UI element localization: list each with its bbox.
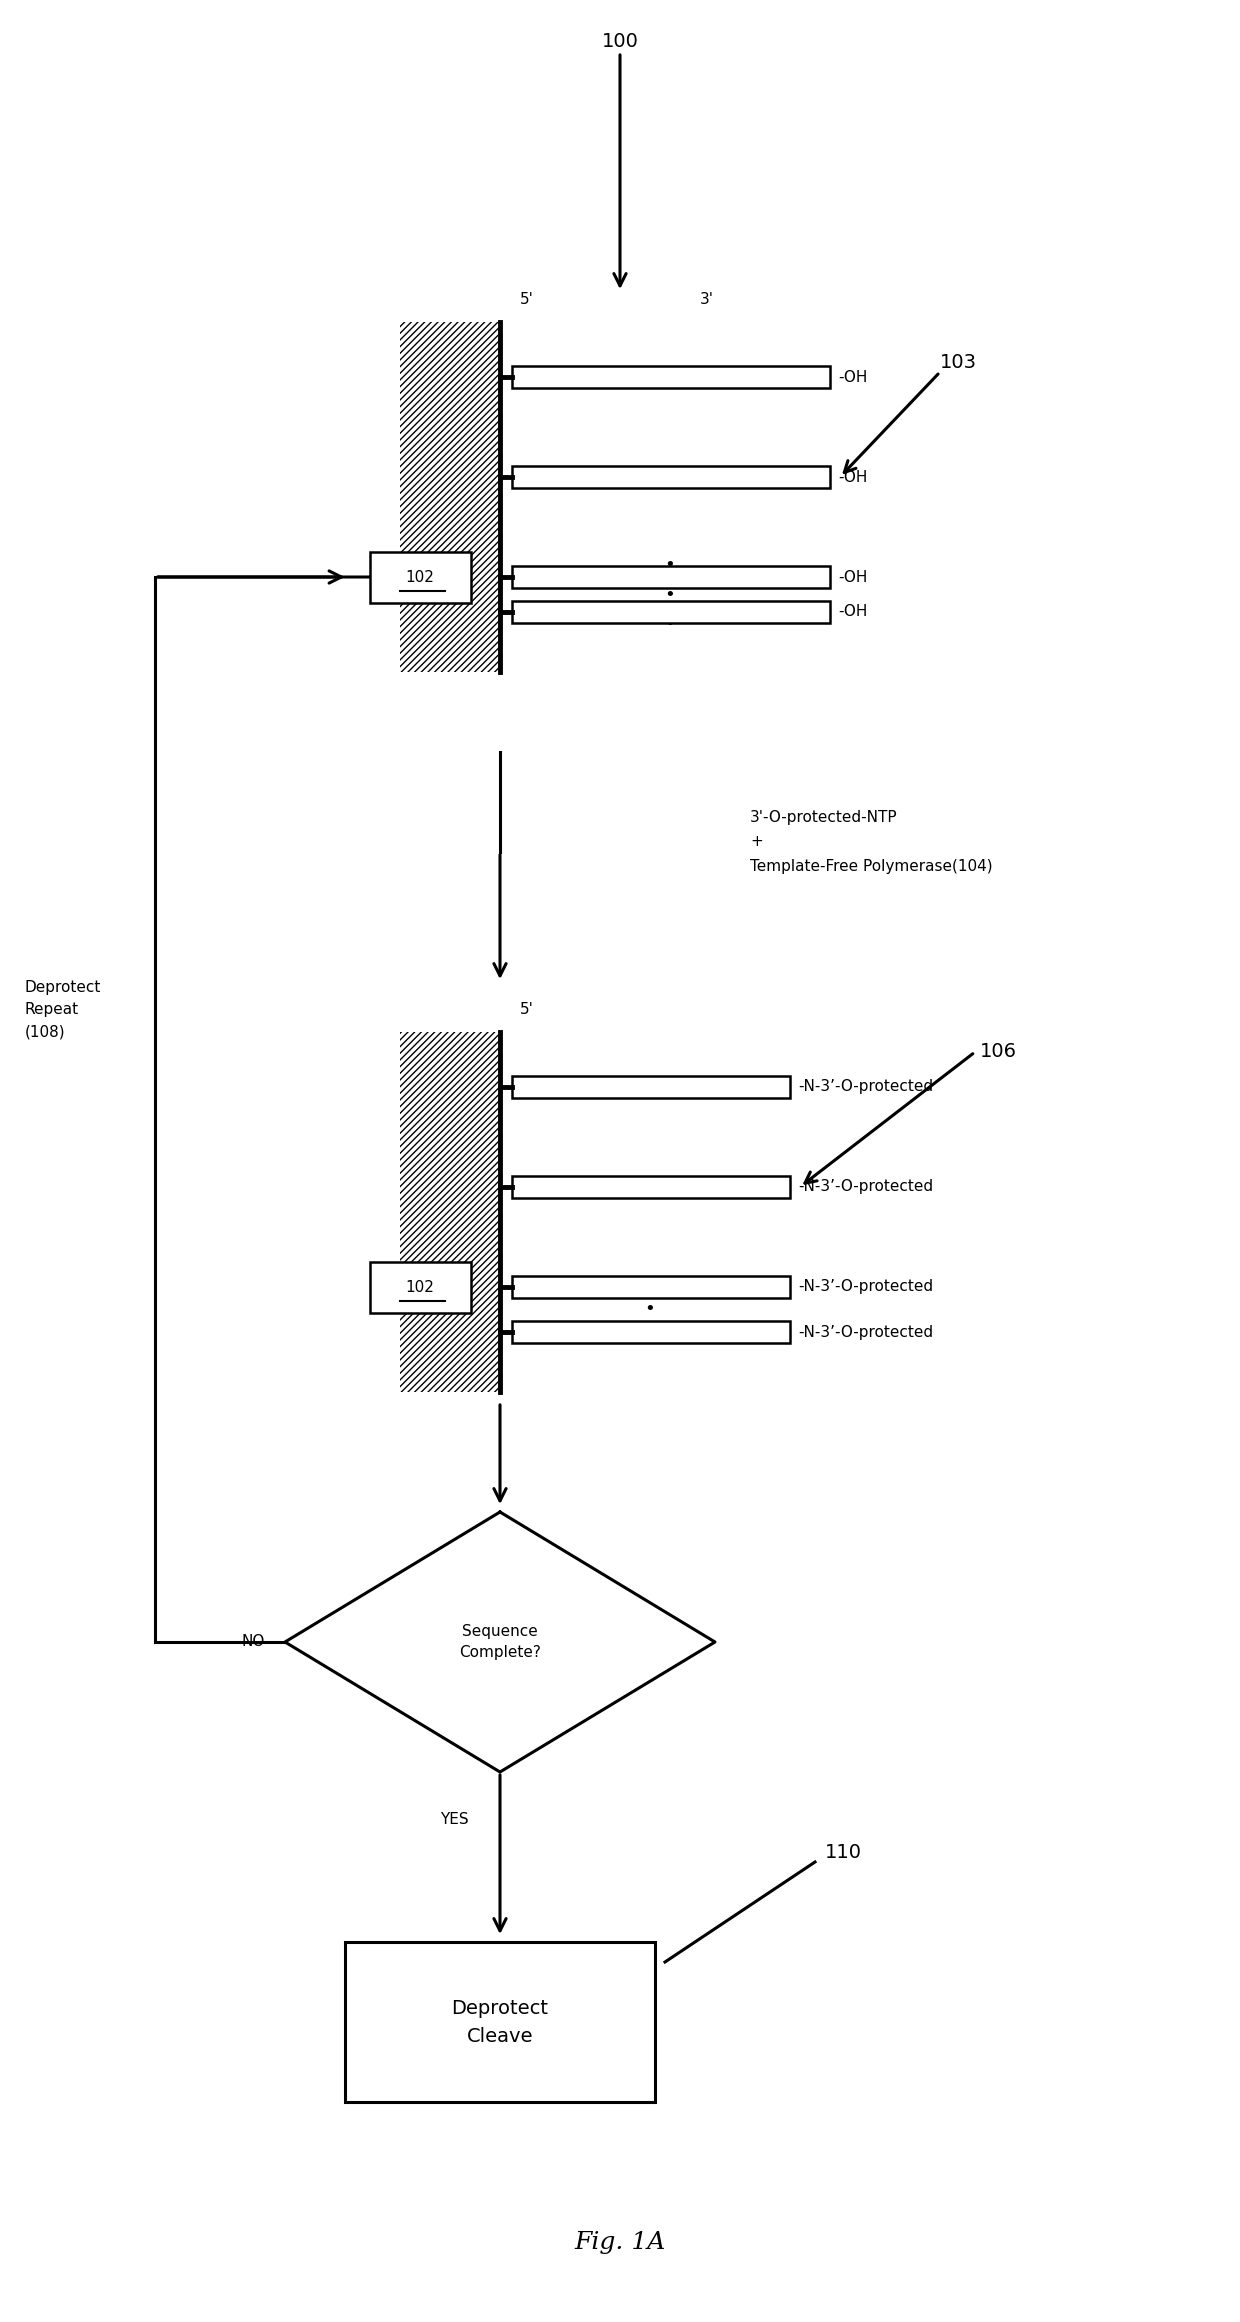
Text: 5': 5' bbox=[520, 1003, 534, 1017]
Text: •
•
•: • • • bbox=[665, 557, 676, 632]
Bar bbox=[512, 1277, 790, 1298]
Text: -N-3’-O-protected: -N-3’-O-protected bbox=[799, 1279, 934, 1293]
Bar bbox=[512, 467, 830, 488]
FancyBboxPatch shape bbox=[370, 1261, 470, 1312]
Text: YES: YES bbox=[440, 1811, 469, 1827]
Bar bbox=[345, 1941, 655, 2101]
Bar bbox=[512, 1321, 790, 1342]
Bar bbox=[512, 567, 830, 587]
Text: -OH: -OH bbox=[838, 569, 867, 585]
Text: Deprotect
Repeat
(108): Deprotect Repeat (108) bbox=[25, 980, 102, 1040]
Text: Sequence
Complete?: Sequence Complete? bbox=[459, 1623, 541, 1660]
Text: 5': 5' bbox=[520, 293, 534, 307]
Text: 3': 3' bbox=[701, 293, 714, 307]
Text: NO: NO bbox=[242, 1635, 265, 1649]
Text: -N-3’-O-protected: -N-3’-O-protected bbox=[799, 1080, 934, 1094]
Text: Fig. 1A: Fig. 1A bbox=[574, 2231, 666, 2252]
Text: 110: 110 bbox=[825, 1841, 862, 1862]
Text: Deprotect
Cleave: Deprotect Cleave bbox=[451, 1999, 548, 2046]
Text: -OH: -OH bbox=[838, 369, 867, 385]
Text: 103: 103 bbox=[940, 353, 977, 372]
Text: 102: 102 bbox=[405, 1279, 434, 1293]
Text: 102: 102 bbox=[405, 569, 434, 585]
Polygon shape bbox=[285, 1512, 715, 1772]
Text: •
•
•: • • • bbox=[645, 1272, 656, 1347]
Bar bbox=[401, 323, 500, 671]
Text: -OH: -OH bbox=[838, 604, 867, 620]
Text: 106: 106 bbox=[980, 1043, 1017, 1061]
Text: -OH: -OH bbox=[838, 469, 867, 485]
Text: 100: 100 bbox=[601, 33, 639, 51]
Bar bbox=[401, 1031, 500, 1391]
Text: -N-3’-O-protected: -N-3’-O-protected bbox=[799, 1180, 934, 1194]
Text: 3'-O-protected-NTP
+
Template-Free Polymerase(104): 3'-O-protected-NTP + Template-Free Polym… bbox=[750, 810, 993, 873]
Bar bbox=[512, 367, 830, 388]
Bar bbox=[512, 601, 830, 622]
Text: -N-3’-O-protected: -N-3’-O-protected bbox=[799, 1324, 934, 1340]
FancyBboxPatch shape bbox=[370, 553, 470, 601]
Bar bbox=[512, 1075, 790, 1098]
Bar bbox=[512, 1175, 790, 1198]
